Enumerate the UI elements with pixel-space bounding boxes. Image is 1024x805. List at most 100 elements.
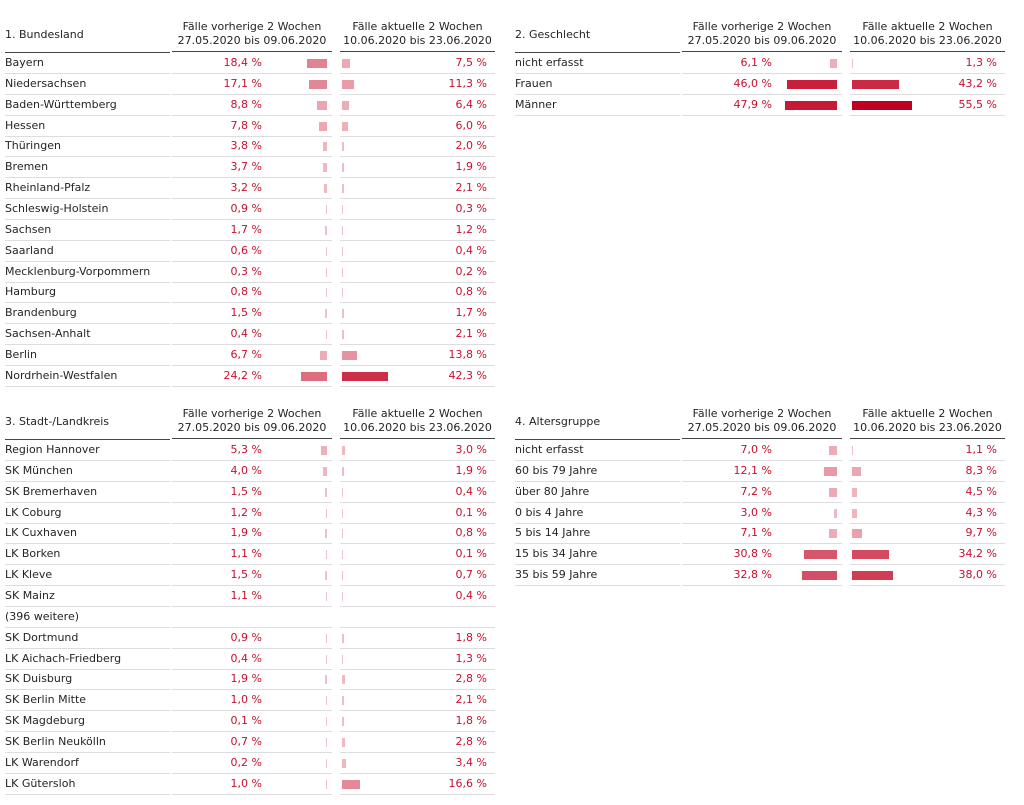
bar [326, 330, 327, 340]
value-cell: 6,4 % [340, 95, 495, 116]
value-label: 1,7 % [455, 306, 487, 320]
value-cell: 1,7 % [172, 220, 332, 241]
row-name-cell: LK Gütersloh [5, 774, 170, 795]
row-name-cell: Thüringen [5, 136, 170, 158]
value-cell: 0,6 % [172, 241, 332, 262]
value-label: 11,3 % [448, 76, 487, 90]
row-name-cell: Rheinland-Pfalz [5, 178, 170, 200]
bar [852, 446, 854, 455]
value-cell: 43,2 % [850, 74, 1005, 95]
row-name: Schleswig-Holstein [5, 201, 109, 215]
value-cell: 3,8 % [172, 136, 332, 158]
bar [324, 675, 327, 685]
table-row: Männer 47,9 % 55,5 % [515, 95, 1005, 116]
value-cell: 0,7 % [172, 732, 332, 753]
value-cell: 1,9 % [172, 669, 332, 691]
table-row: Mecklenburg-Vorpommern 0,3 % 0,2 % [5, 262, 495, 283]
value-label: 34,2 % [958, 547, 997, 561]
value-cell: 7,2 % [682, 482, 842, 503]
table-title-cell: 2. Geschlecht [515, 17, 680, 53]
value-cell: 0,8 % [340, 523, 495, 545]
value-cell: 0,4 % [340, 482, 495, 503]
bar [852, 508, 857, 518]
row-name-cell: nicht erfasst [515, 440, 680, 461]
row-name: LK Warendorf [5, 755, 79, 769]
bar [342, 142, 345, 152]
bar [342, 737, 346, 747]
value-cell: 11,3 % [340, 74, 495, 95]
value-label: 0,4 % [230, 651, 262, 665]
value-label: 7,8 % [230, 118, 262, 132]
value-label: 1,9 % [455, 160, 487, 174]
value-cell: 0,4 % [172, 649, 332, 670]
row-name: Frauen [515, 76, 553, 90]
row-name: 35 bis 59 Jahre [515, 568, 598, 582]
value-label: 0,9 % [230, 201, 262, 215]
table-row: Hamburg 0,8 % 0,8 % [5, 282, 495, 304]
bar [326, 267, 327, 277]
value-label: 1,3 % [965, 56, 997, 69]
value-cell: 1,3 % [850, 53, 1005, 74]
table-row: LK Warendorf 0,2 % 3,4 % [5, 753, 495, 774]
row-name: Bremen [5, 160, 49, 174]
column-title: Fälle aktuelle 2 Wochen [352, 20, 483, 33]
column-header: Fälle aktuelle 2 Wochen 10.06.2020 bis 23… [850, 404, 1005, 439]
bar [324, 529, 327, 539]
value-cell: 0,4 % [340, 586, 495, 607]
value-label: 7,5 % [455, 56, 487, 69]
value-label: 1,5 % [230, 484, 262, 498]
row-name: 0 bis 4 Jahre [515, 505, 584, 519]
value-cell: 1,5 % [172, 565, 332, 587]
value-label: 3,4 % [455, 755, 487, 769]
column-period: 10.06.2020 bis 23.06.2020 [853, 34, 1002, 47]
bar [342, 100, 349, 110]
value-cell: 0,7 % [340, 565, 495, 587]
value-label: 13,8 % [448, 347, 487, 361]
value-label: 7,2 % [740, 484, 772, 498]
table-row: SK München 4,0 % 1,9 % [5, 461, 495, 482]
value-cell: 1,2 % [340, 220, 495, 241]
table-row: Nordrhein-Westfalen 24,2 % 42,3 % [5, 366, 495, 387]
value-cell: 32,8 % [682, 565, 842, 587]
bar [326, 633, 327, 643]
column-period: 10.06.2020 bis 23.06.2020 [343, 421, 492, 434]
row-name: nicht erfasst [515, 443, 584, 456]
row-name-cell: Nordrhein-Westfalen [5, 366, 170, 387]
value-label: 38,0 % [958, 568, 997, 582]
value-cell: 1,9 % [340, 157, 495, 179]
value-cell: 3,7 % [172, 157, 332, 179]
bar [342, 59, 351, 68]
value-label: 1,5 % [230, 306, 262, 320]
bar [326, 288, 327, 298]
bar [326, 204, 327, 214]
row-name-cell: SK Berlin Neukölln [5, 732, 170, 753]
value-label: 2,8 % [455, 734, 487, 748]
column-header: Fälle vorherige 2 Wochen 27.05.2020 bis 0… [682, 404, 842, 439]
value-cell: 0,1 % [172, 711, 332, 733]
value-cell [172, 607, 332, 628]
value-cell: 16,6 % [340, 774, 495, 795]
column-title: Fälle vorherige 2 Wochen [692, 20, 832, 33]
value-cell: 1,0 % [172, 690, 332, 712]
row-name: LK Gütersloh [5, 776, 76, 790]
value-cell: 1,8 % [340, 711, 495, 733]
value-cell: 1,3 % [340, 649, 495, 670]
row-name: Sachsen [5, 222, 52, 236]
value-cell: 2,8 % [340, 732, 495, 753]
row-name: LK Kleve [5, 568, 53, 582]
value-cell: 1,1 % [850, 440, 1005, 461]
row-name: Sachsen-Anhalt [5, 327, 91, 341]
value-label: 0,3 % [230, 264, 262, 278]
bar [323, 163, 327, 173]
value-cell: 13,8 % [340, 345, 495, 366]
row-name: LK Coburg [5, 505, 62, 519]
bar [326, 654, 327, 664]
value-label: 1,2 % [230, 505, 262, 519]
value-label: 0,3 % [455, 201, 487, 215]
row-name: 60 bis 79 Jahre [515, 463, 598, 477]
value-label: 1,9 % [230, 526, 262, 540]
value-cell: 47,9 % [682, 95, 842, 116]
bar [830, 59, 837, 68]
bar [342, 487, 343, 497]
table-row: Schleswig-Holstein 0,9 % 0,3 % [5, 199, 495, 220]
